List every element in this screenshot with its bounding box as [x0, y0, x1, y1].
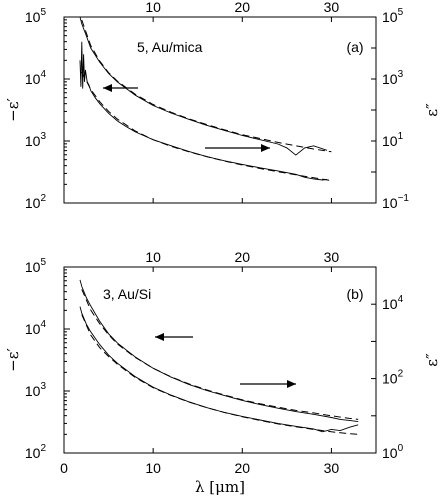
right-y-tick-label-a: 101 [382, 131, 404, 149]
x-top-tick-label-b: 10 [145, 249, 161, 265]
x-top-tick-label-a: 20 [234, 0, 250, 15]
panel-b: (b) 3, Au/Si −ε′ ε″ λ [μm] 0 10 20 30 10 20 30… [4, 249, 441, 496]
plot-frame-a [63, 16, 377, 204]
right-y-tick-label-b: 100 [382, 443, 404, 461]
panel-a: (a) 5, Au/mica −ε′ ε″ 10 20 30 102 103 104 105… [4, 0, 441, 211]
series-right-fit-a [81, 19, 332, 153]
arrow-head-left-b [155, 333, 164, 341]
xlabel-b: λ [μm] [195, 478, 245, 496]
arrow-head-right-b [287, 380, 296, 388]
right-ylabel-a: ε″ [423, 103, 441, 117]
left-y-tick-label-b: 103 [25, 381, 47, 399]
right-y-tick-label-b: 102 [382, 369, 404, 387]
arrow-head-left-a [103, 84, 112, 92]
arrow-head-right-a [261, 144, 270, 152]
series-left-measured-b [79, 306, 359, 433]
panel-label-a: (a) [346, 39, 363, 55]
right-y-tick-label-a: 103 [382, 69, 404, 87]
left-ylabel-b: −ε′ [4, 348, 22, 372]
panel-label-b: (b) [346, 286, 363, 302]
annotation-b: 3, Au/Si [103, 286, 151, 302]
series-left-fit-b [81, 314, 359, 435]
left-ylabel-a: −ε′ [4, 98, 22, 122]
x-tick-label-b: 30 [324, 460, 340, 476]
series-left-measured-a [79, 41, 328, 181]
left-y-tick-label-b: 105 [25, 257, 47, 275]
right-y-tick-label-b: 104 [382, 294, 404, 312]
x-top-tick-label-b: 30 [324, 249, 340, 265]
x-top-tick-label-a: 30 [324, 0, 340, 15]
right-ylabel-b: ε″ [423, 353, 441, 367]
x-top-tick-label-b: 20 [234, 249, 250, 265]
right-y-tick-label-a: 105 [382, 7, 404, 25]
x-tick-label-b: 20 [234, 460, 250, 476]
series-right-measured-a [79, 16, 328, 156]
x-top-tick-label-a: 10 [145, 0, 161, 15]
left-y-tick-label-a: 103 [25, 131, 47, 149]
left-y-tick-label-b: 102 [25, 443, 47, 461]
left-y-tick-label-b: 104 [25, 319, 47, 337]
right-y-tick-label-a: 10−1 [382, 193, 409, 211]
series-left-fit-a [81, 71, 332, 182]
annotation-a: 5, Au/mica [137, 39, 203, 55]
x-tick-label-b: 0 [60, 460, 68, 476]
x-tick-label-b: 10 [145, 460, 161, 476]
left-y-tick-label-a: 102 [25, 193, 47, 211]
series-right-measured-b [79, 279, 359, 423]
plot-frame-b [63, 266, 377, 454]
left-y-tick-label-a: 105 [25, 7, 47, 25]
left-y-tick-label-a: 104 [25, 69, 47, 87]
series-right-fit-b [81, 289, 359, 420]
